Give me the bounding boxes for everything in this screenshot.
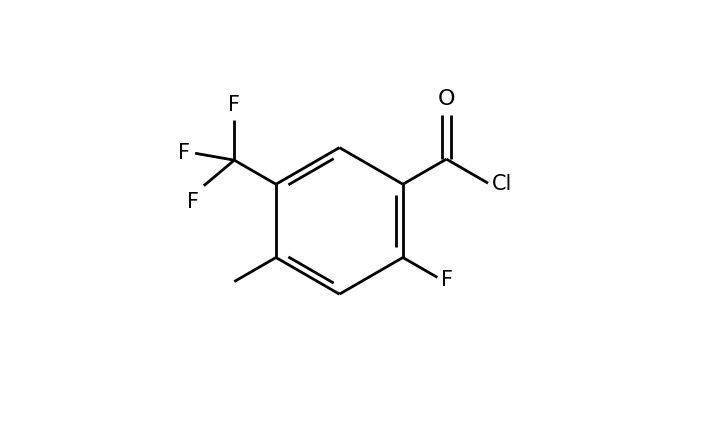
Text: O: O	[438, 89, 455, 108]
Text: F: F	[187, 191, 199, 211]
Text: F: F	[178, 143, 190, 163]
Text: F: F	[228, 95, 240, 115]
Text: Cl: Cl	[492, 174, 513, 194]
Text: F: F	[441, 270, 453, 290]
